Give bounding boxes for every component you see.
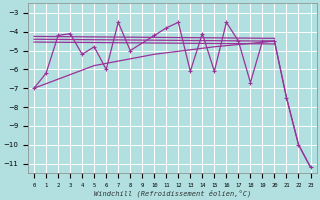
X-axis label: Windchill (Refroidissement éolien,°C): Windchill (Refroidissement éolien,°C) [94, 189, 251, 197]
